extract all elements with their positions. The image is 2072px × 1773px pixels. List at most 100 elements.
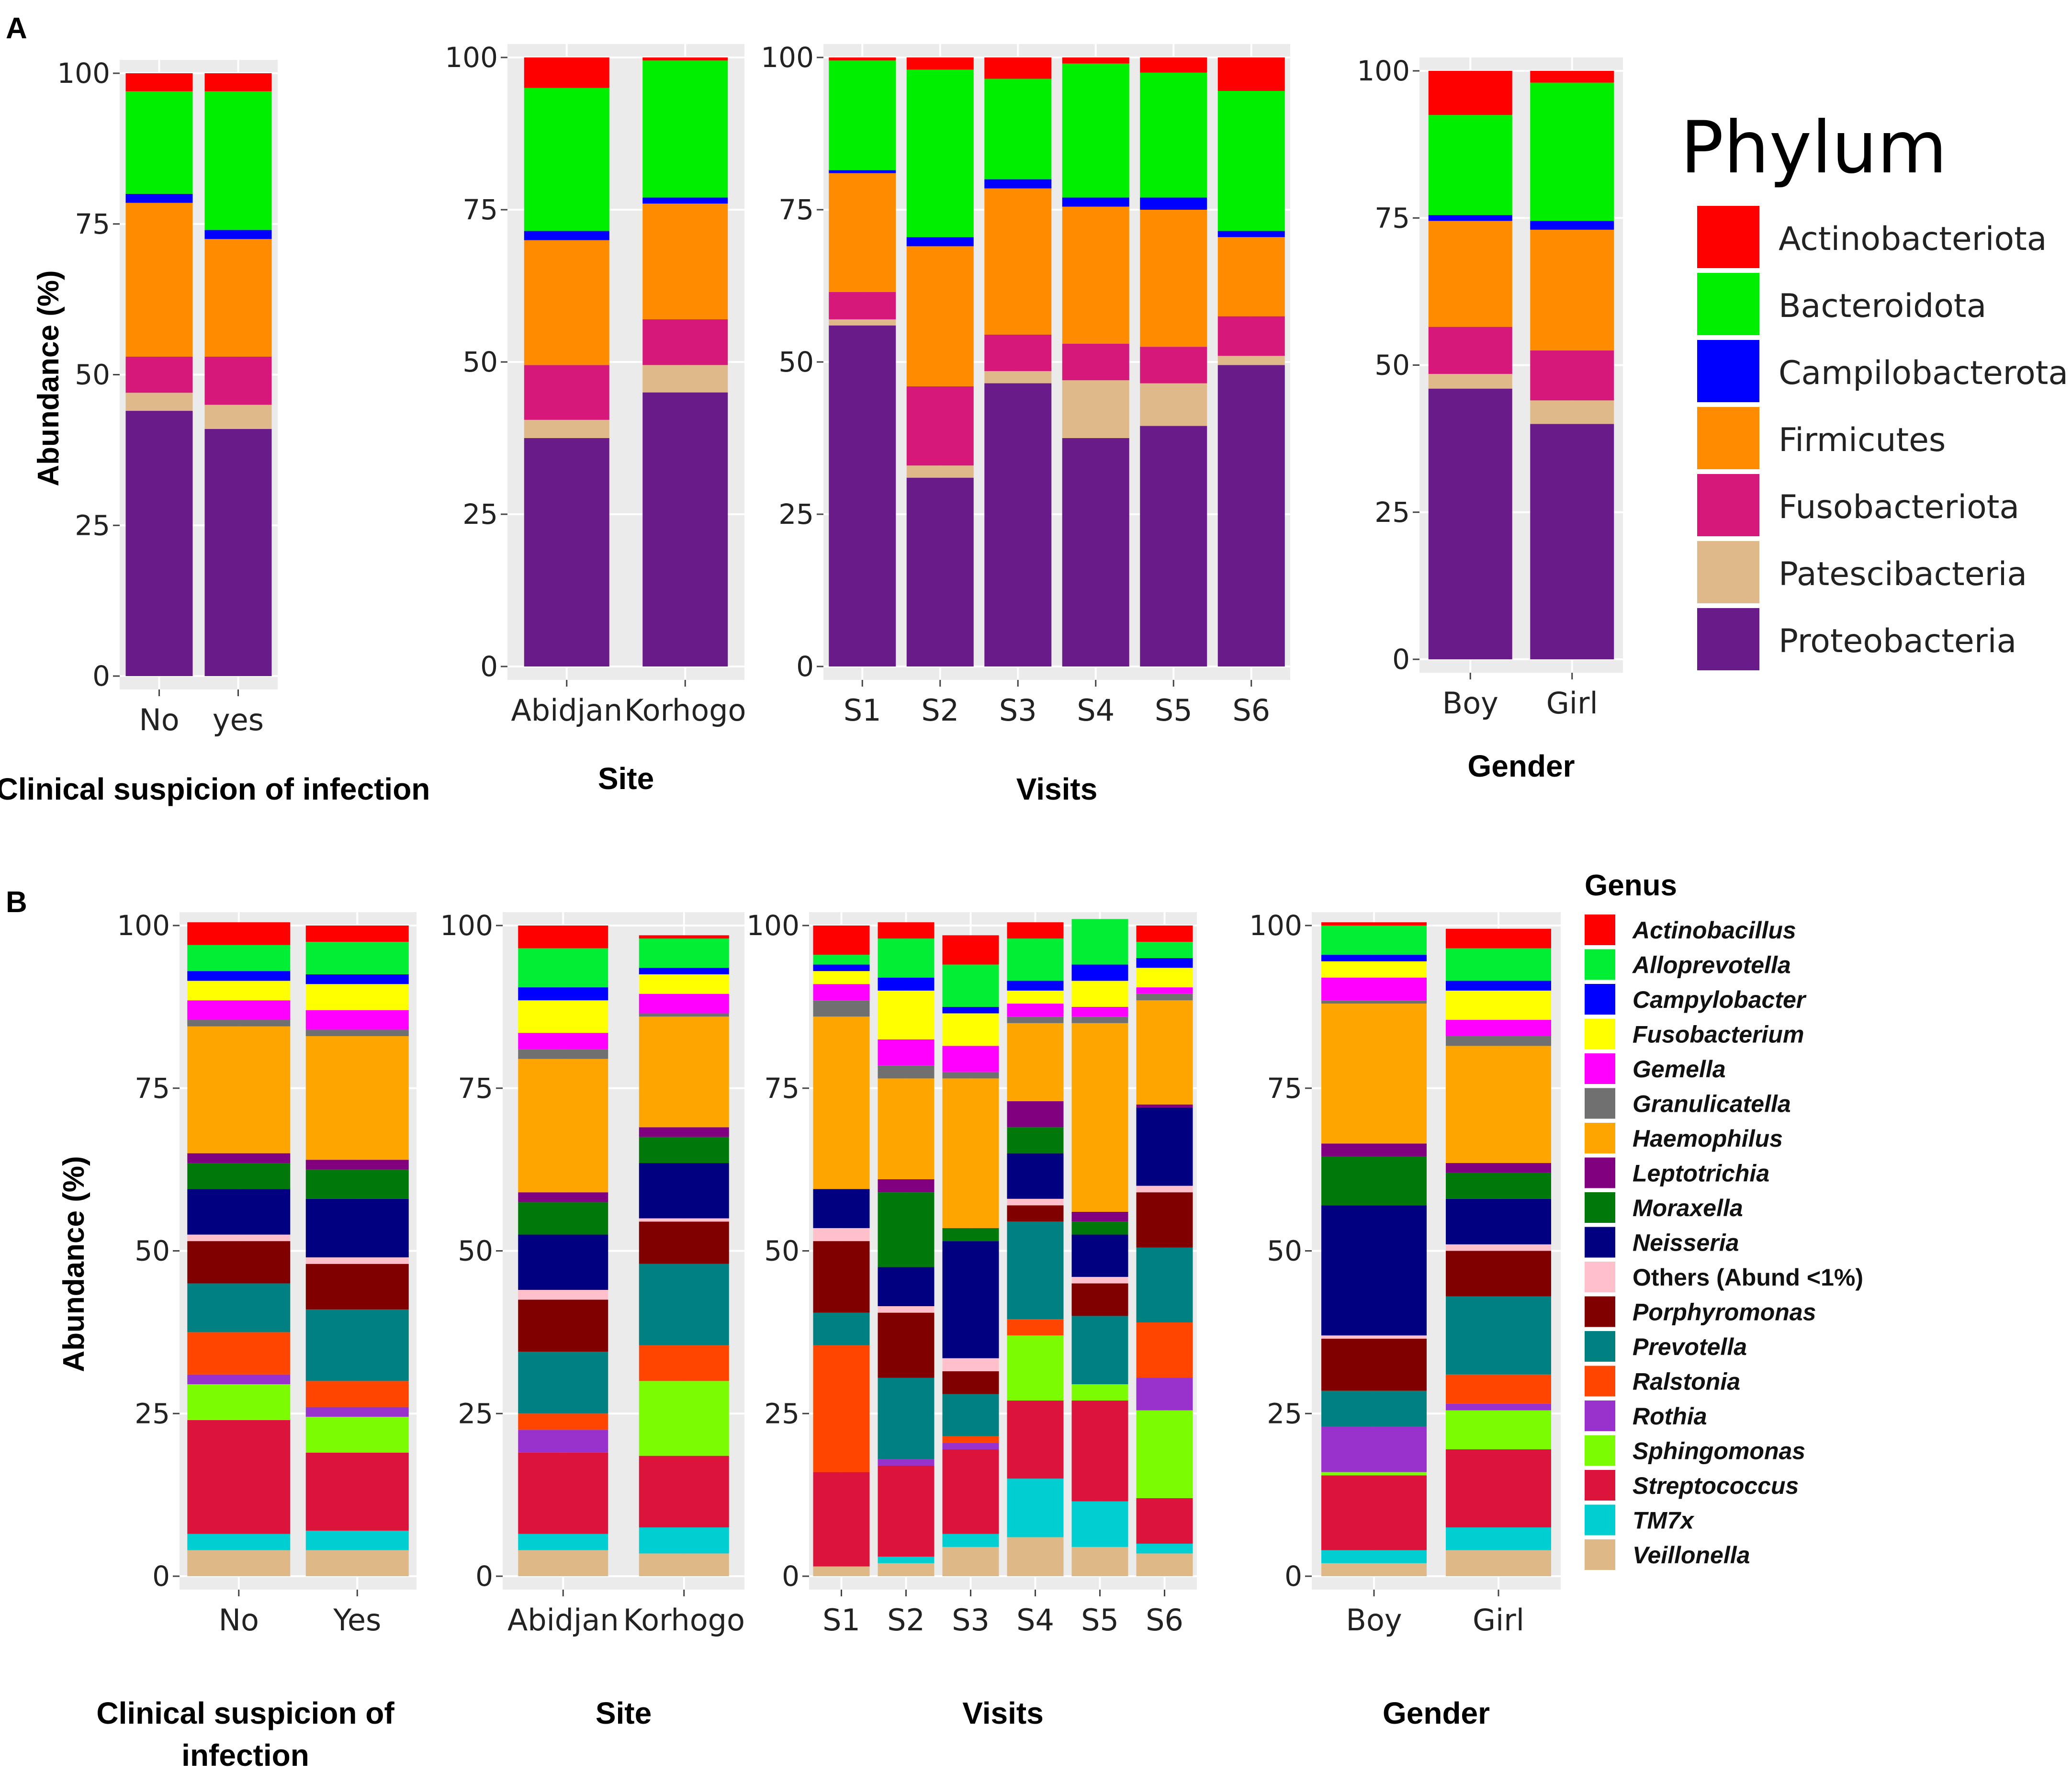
bar-segment-girl-actinobacillus bbox=[1446, 928, 1551, 949]
bar-segment-girl-proteobacteria bbox=[1530, 424, 1614, 659]
legend-label-granulicatella: Granulicatella bbox=[1633, 1091, 1791, 1118]
bar-segment-s5-prevotella bbox=[1071, 1316, 1128, 1385]
bar-segment-korhogo-alloprevotella bbox=[639, 938, 729, 968]
legend-swatch-porphyromonas bbox=[1585, 1296, 1615, 1327]
bar-segment-s5-patescibacteria bbox=[1140, 383, 1207, 426]
bar-segment-s4-streptococcus bbox=[1007, 1400, 1064, 1479]
bar-segment-yes-fusobacteriota bbox=[204, 356, 272, 405]
bar-segment-s2-firmicutes bbox=[906, 246, 974, 386]
bar-segment-korhogo-actinobacillus bbox=[639, 935, 729, 939]
bar-segment-yes-campilobacterota bbox=[204, 230, 272, 239]
bar-segment-s5-proteobacteria bbox=[1140, 426, 1207, 666]
bar-segment-abidjan-actinobacillus bbox=[518, 926, 608, 949]
legend-label-fusobacterium: Fusobacterium bbox=[1633, 1021, 1804, 1048]
bar-segment-korhogo-sphingomonas bbox=[639, 1381, 729, 1456]
bar-segment-s6-actinobacillus bbox=[1136, 926, 1193, 942]
x-tick-label-korhogo: Korhogo bbox=[623, 1603, 745, 1637]
bar-segment-s4-gemella bbox=[1007, 1004, 1064, 1017]
bar-segment-s6-proteobacteria bbox=[1217, 365, 1285, 666]
bar-segment-s6-streptococcus bbox=[1136, 1498, 1193, 1544]
bar-segment-s1-patescibacteria bbox=[829, 319, 896, 326]
y-tick-label: 75 bbox=[135, 1072, 170, 1105]
bar-segment-girl-actinobacteriota bbox=[1530, 71, 1614, 83]
legend-swatch-moraxella bbox=[1585, 1192, 1615, 1223]
bar-segment-s6-fusobacteriota bbox=[1217, 316, 1285, 356]
bar-segment-s5-haemophilus bbox=[1071, 1023, 1128, 1212]
bar-segment-s4-fusobacteriota bbox=[1062, 343, 1129, 381]
y-tick-label: 100 bbox=[1249, 909, 1302, 942]
bar-segment-korhogo-moraxella bbox=[639, 1137, 729, 1163]
bar-segment-s4-alloprevotella bbox=[1007, 938, 1064, 981]
bar-segment-boy-fusobacterium bbox=[1321, 961, 1427, 978]
bar-segment-no-haemophilus bbox=[187, 1026, 291, 1153]
bar-segment-korhogo-ralstonia bbox=[639, 1345, 729, 1381]
bar-segment-s1-others-abund-1 bbox=[813, 1228, 870, 1242]
bar-segment-boy-porphyromonas bbox=[1321, 1338, 1427, 1391]
legend-swatch-ralstonia bbox=[1585, 1366, 1615, 1397]
bar-segment-no-porphyromonas bbox=[187, 1241, 291, 1284]
x-axis-title: Clinical suspicion of infection bbox=[96, 1696, 394, 1773]
bar-segment-s6-campilobacterota bbox=[1217, 231, 1285, 237]
bar-segment-yes-tm7x bbox=[305, 1530, 409, 1550]
bar-segment-yes-prevotella bbox=[305, 1309, 409, 1381]
bar-segment-korhogo-streptococcus bbox=[639, 1456, 729, 1528]
legend-label-proteobacteria: Proteobacteria bbox=[1779, 622, 2016, 660]
bar-segment-abidjan-fusobacterium bbox=[518, 1000, 608, 1033]
bar-segment-yes-others-abund-1 bbox=[305, 1257, 409, 1264]
legend-phylum: Phylum Actinobacteriota Bacteroidota Campi… bbox=[1680, 106, 2068, 670]
bar-segment-no-prevotella bbox=[187, 1283, 291, 1333]
y-tick-label: 75 bbox=[458, 1072, 493, 1105]
bar-segment-s6-campylobacter bbox=[1136, 958, 1193, 968]
bar-segment-s2-bacteroidota bbox=[906, 69, 974, 237]
bar-segment-abidjan-moraxella bbox=[518, 1202, 608, 1235]
bar-segment-s3-campilobacterota bbox=[984, 179, 1052, 189]
bar-segment-yes-proteobacteria bbox=[204, 429, 272, 676]
bar-segment-no-campylobacter bbox=[187, 971, 291, 981]
panel-a-letter: A bbox=[6, 12, 27, 45]
bar-segment-s2-gemella bbox=[878, 1039, 935, 1066]
bar-segment-abidjan-veillonella bbox=[518, 1550, 608, 1576]
legend-swatch-firmicutes bbox=[1697, 407, 1759, 469]
legend-swatch-prevotella bbox=[1585, 1331, 1615, 1362]
y-tick-label: 75 bbox=[778, 193, 814, 226]
x-axis-title: Visits bbox=[1016, 772, 1098, 806]
x-tick-label-s1: S1 bbox=[822, 1603, 860, 1637]
bar-segment-korhogo-bacteroidota bbox=[642, 60, 728, 198]
bar-segment-no-sphingomonas bbox=[187, 1384, 291, 1420]
bar-segment-no-moraxella bbox=[187, 1163, 291, 1189]
bar-segment-s3-moraxella bbox=[942, 1228, 999, 1242]
bar-segment-girl-patescibacteria bbox=[1530, 400, 1614, 424]
bar-segment-s4-bacteroidota bbox=[1062, 63, 1129, 198]
bar-segment-abidjan-fusobacteriota bbox=[524, 365, 609, 420]
x-tick-label-girl: Girl bbox=[1473, 1603, 1524, 1637]
bar-segment-s2-campilobacterota bbox=[906, 237, 974, 247]
bar-segment-boy-gemella bbox=[1321, 977, 1427, 1001]
bar-segment-yes-streptococcus bbox=[305, 1452, 409, 1531]
y-tick-label: 0 bbox=[152, 1560, 170, 1592]
bar-segment-abidjan-firmicutes bbox=[524, 240, 609, 365]
legend-swatch-veillonella bbox=[1585, 1539, 1615, 1570]
legend-swatch-leptotrichia bbox=[1585, 1157, 1615, 1188]
bar-segment-s1-streptococcus bbox=[813, 1472, 870, 1567]
bar-segment-girl-neisseria bbox=[1446, 1198, 1551, 1244]
y-tick-label: 100 bbox=[445, 41, 498, 74]
bar-segment-s6-tm7x bbox=[1136, 1544, 1193, 1554]
bar-segment-s3-bacteroidota bbox=[984, 79, 1052, 180]
bar-segment-abidjan-bacteroidota bbox=[524, 88, 609, 231]
y-tick-label: 50 bbox=[135, 1235, 170, 1267]
legend-label-prevotella: Prevotella bbox=[1633, 1333, 1747, 1360]
bar-segment-no-leptotrichia bbox=[187, 1153, 291, 1163]
bar-segment-abidjan-prevotella bbox=[518, 1352, 608, 1414]
bar-segment-abidjan-rothia bbox=[518, 1430, 608, 1453]
bar-segment-s2-granulicatella bbox=[878, 1065, 935, 1079]
bar-segment-s5-gemella bbox=[1071, 1006, 1128, 1017]
x-tick-label-s6: S6 bbox=[1232, 693, 1270, 728]
bar-segment-korhogo-patescibacteria bbox=[642, 365, 728, 393]
bar-segment-s1-prevotella bbox=[813, 1312, 870, 1345]
legend-swatch-bacteroidota bbox=[1697, 273, 1759, 335]
bar-segment-s1-fusobacteriota bbox=[829, 292, 896, 319]
legend-genus-title: Genus bbox=[1585, 869, 1677, 902]
bar-segment-boy-rothia bbox=[1321, 1426, 1427, 1472]
bar-segment-yes-haemophilus bbox=[305, 1036, 409, 1160]
x-tick-label-yes: Yes bbox=[333, 1603, 381, 1637]
